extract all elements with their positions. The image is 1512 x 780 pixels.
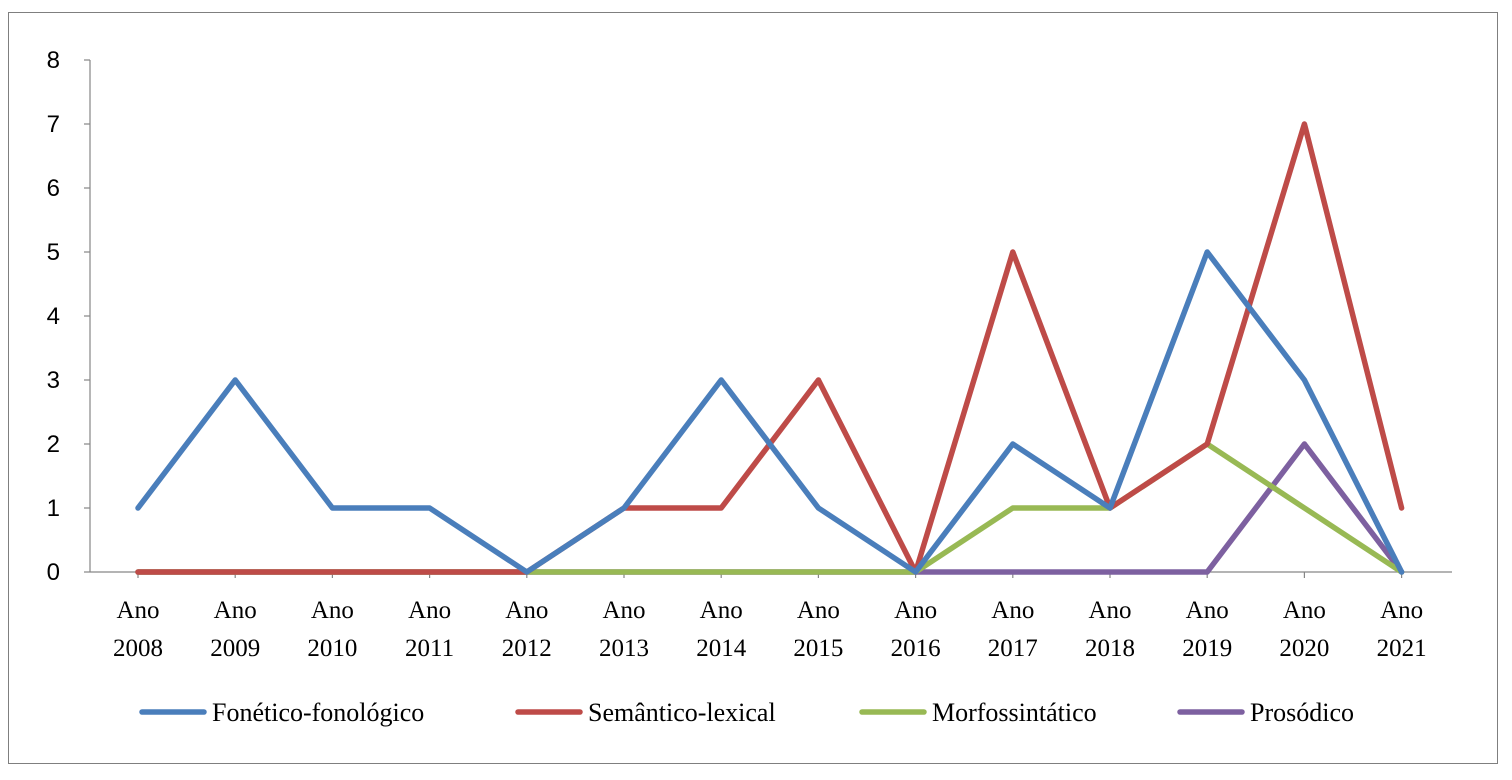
x-tick-label-line1: Ano [408,597,451,624]
x-tick-label-year: 2013 [599,635,649,662]
x-tick-label-year: 2014 [696,635,747,662]
x-tick-label-year: 2018 [1085,635,1135,662]
y-tick-label: 5 [47,239,60,266]
x-tick-label-line1: Ano [797,597,840,624]
legend-label: Semântico-lexical [588,698,776,727]
series-layer [135,121,1405,575]
y-tick-label: 7 [47,111,60,138]
x-tick-label-line1: Ano [991,597,1034,624]
y-tick-label: 6 [47,175,60,202]
x-tick-label-year: 2009 [210,635,260,662]
series-line-0 [135,249,1405,575]
chart-frame [8,12,1498,764]
x-tick-label-line1: Ano [1380,597,1423,624]
x-tick-label-year: 2011 [405,635,454,662]
x-tick-label-line1: Ano [116,597,159,624]
y-tick-label: 1 [47,495,60,522]
x-tick-label-line1: Ano [602,597,645,624]
x-tick-label-year: 2019 [1182,635,1232,662]
series-line-2 [135,441,1405,575]
legend-label: Prosódico [1250,698,1354,727]
y-tick-label: 0 [47,559,60,586]
y-tick-label: 3 [47,367,60,394]
y-tick-label: 2 [47,431,60,458]
x-tick-label-line1: Ano [700,597,743,624]
x-tick-label-year: 2020 [1279,635,1329,662]
x-tick-label-line1: Ano [1186,597,1229,624]
x-tick-label-line1: Ano [214,597,257,624]
x-tick-label-year: 2016 [891,635,941,662]
x-tick-label-line1: Ano [505,597,548,624]
legend: Fonético-fonológico Semântico-lexical Morf… [139,698,1354,727]
x-tick-label-year: 2021 [1377,635,1427,662]
y-tick-label: 4 [47,303,60,330]
x-tick-label-year: 2008 [113,635,163,662]
x-tick-label-line1: Ano [1088,597,1131,624]
x-tick-label-line1: Ano [1283,597,1326,624]
y-tick-label: 8 [47,47,60,74]
x-tick-label-year: 2010 [307,635,357,662]
legend-label: Fonético-fonológico [212,698,424,727]
legend-label: Morfossintático [932,698,1097,727]
axes: 0 1 2 3 4 5 6 7 8 Ano 2008 Ano 2009 Ano 2010 Ano 2011 Ano… [47,47,1452,662]
x-tick-label-year: 2012 [502,635,552,662]
x-tick-label-year: 2017 [988,635,1038,662]
series-line-3 [135,441,1405,575]
x-tick-label-year: 2015 [793,635,843,662]
x-tick-label-line1: Ano [894,597,937,624]
x-tick-label-line1: Ano [311,597,354,624]
